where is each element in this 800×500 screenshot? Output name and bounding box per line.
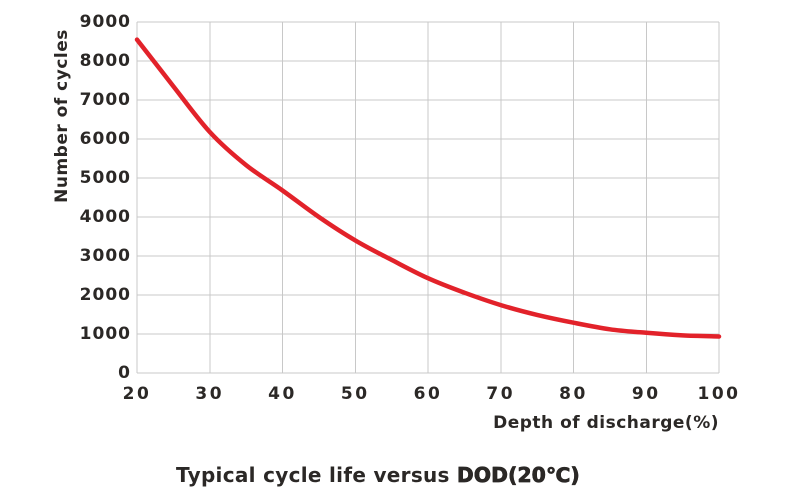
chart-title: Typical cycle life versus DOD(20℃)	[0, 463, 756, 488]
x-tick-label: 20	[122, 384, 152, 404]
y-tick-label: 0	[118, 363, 131, 383]
x-tick-label: 40	[268, 384, 297, 404]
grid-lines	[136, 21, 720, 374]
x-tick-label: 100	[697, 384, 741, 404]
y-tick-label: 2000	[79, 285, 131, 305]
cycle-life-curve	[134, 37, 722, 339]
y-axis-title: Number of cycles	[52, 29, 72, 203]
chart-title-emphasis: DOD(20℃)	[457, 463, 580, 488]
y-tick-label: 9000	[79, 12, 131, 32]
x-tick-label: 30	[195, 384, 225, 404]
x-tick-label: 60	[413, 384, 443, 404]
y-tick-label: 8000	[79, 51, 131, 71]
x-tick-label: 70	[486, 384, 516, 404]
y-tick-label: 5000	[79, 168, 131, 188]
x-tick-label: 80	[559, 384, 588, 404]
x-tick-label: 50	[340, 384, 370, 404]
y-tick-label: 7000	[79, 90, 131, 110]
y-tick-label: 6000	[79, 129, 131, 149]
y-tick-label: 1000	[79, 324, 131, 344]
x-axis-title: Depth of discharge(%)	[493, 413, 719, 433]
x-tick-label: 90	[631, 384, 661, 404]
y-tick-label: 4000	[79, 207, 131, 227]
chart-title-text: Typical cycle life versus	[176, 463, 458, 487]
y-tick-label: 3000	[79, 246, 131, 266]
